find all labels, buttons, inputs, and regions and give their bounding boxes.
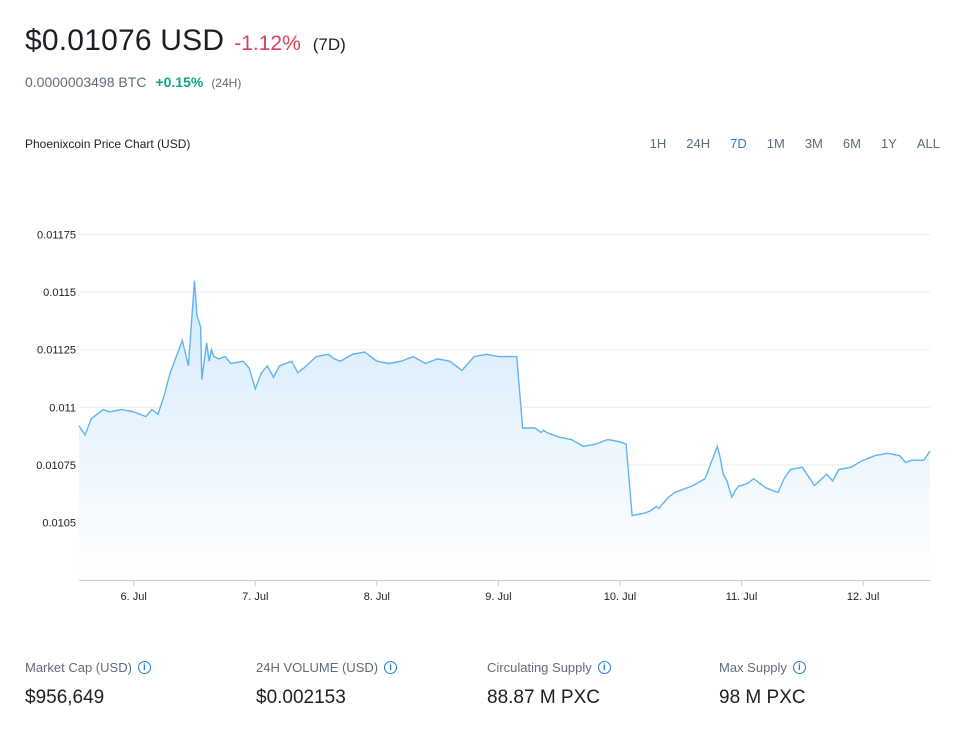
stat-value: 98 M PXC [719,687,806,708]
stat-value: $0.002153 [256,687,346,708]
x-tick-label: 8. Jul [364,591,390,603]
y-tick-label: 0.01125 [37,345,76,357]
stat-label: Max Supply [719,660,787,675]
btc-price-row: 0.0000003498 BTC +0.15% (24H) [25,74,241,90]
x-tick-label: 9. Jul [485,591,511,603]
info-icon[interactable]: i [792,661,806,674]
chart-title: Phoenixcoin Price Chart (USD) [25,137,191,151]
btc-change-24h: +0.15% [155,74,204,90]
y-tick-label: 0.0105 [42,517,76,529]
range-tab-7d[interactable]: 7D [730,136,747,151]
y-tick-label: 0.01075 [36,460,76,472]
range-tab-3m[interactable]: 3M [804,136,823,151]
range-tab-all[interactable]: ALL [916,136,940,151]
stat-value: $956,649 [25,687,105,708]
btc-change-period: (24H) [211,76,242,90]
x-tick-label: 7. Jul [242,591,268,603]
x-axis-labels: 6. Jul 7. Jul 8. Jul 9. Jul 10. Jul 11. Jul 12… [121,580,879,603]
info-icon[interactable]: i [597,661,611,674]
price-row: $0.01076 USD -1.12% (7D) [25,24,346,58]
stat-24h-volume: 24H VOLUME (USD) i $0.002153 [256,660,398,709]
range-tabs: 1H 24H 7D 1M 3M 6M 1Y ALL [630,136,940,151]
price-area-fill [79,280,930,580]
range-tab-24h[interactable]: 24H [686,136,711,151]
y-tick-label: 0.0115 [43,287,76,299]
stat-market-cap: Market Cap (USD) i $956,649 [25,660,151,709]
range-tab-6m[interactable]: 6M [842,136,861,151]
stat-label: 24H VOLUME (USD) [256,660,379,675]
range-tab-1h[interactable]: 1H [649,136,667,151]
x-tick-label: 12. Jul [847,591,879,603]
x-tick-label: 11. Jul [726,591,758,603]
price-change-7d: -1.12% [234,32,301,55]
stat-circulating-supply: Circulating Supply i 88.87 M PXC [487,660,611,709]
price-line-series[interactable] [78,280,931,517]
x-tick-label: 6. Jul [121,591,147,603]
stat-label: Market Cap (USD) [25,660,132,675]
y-tick-label: 0.011 [49,402,76,414]
price-change-period: (7D) [312,35,346,54]
stat-max-supply: Max Supply i 98 M PXC [719,660,806,709]
x-tick-label: 10. Jul [604,591,636,603]
stat-label: Circulating Supply [487,660,592,675]
y-axis-labels: 0.01175 0.0115 0.01125 0.011 0.01075 0.0105 [36,230,76,530]
y-tick-label: 0.01175 [37,230,76,242]
info-icon[interactable]: i [137,661,151,674]
current-price: $0.01076 USD [25,24,225,57]
price-chart[interactable]: 0.01175 0.0115 0.01125 0.011 0.01075 0.0105 6… [0,180,964,620]
btc-price: 0.0000003498 BTC [25,74,147,90]
stat-value: 88.87 M PXC [487,687,600,708]
range-tab-1m[interactable]: 1M [766,136,785,151]
range-tab-1y[interactable]: 1Y [880,136,897,151]
info-icon[interactable]: i [384,661,398,674]
